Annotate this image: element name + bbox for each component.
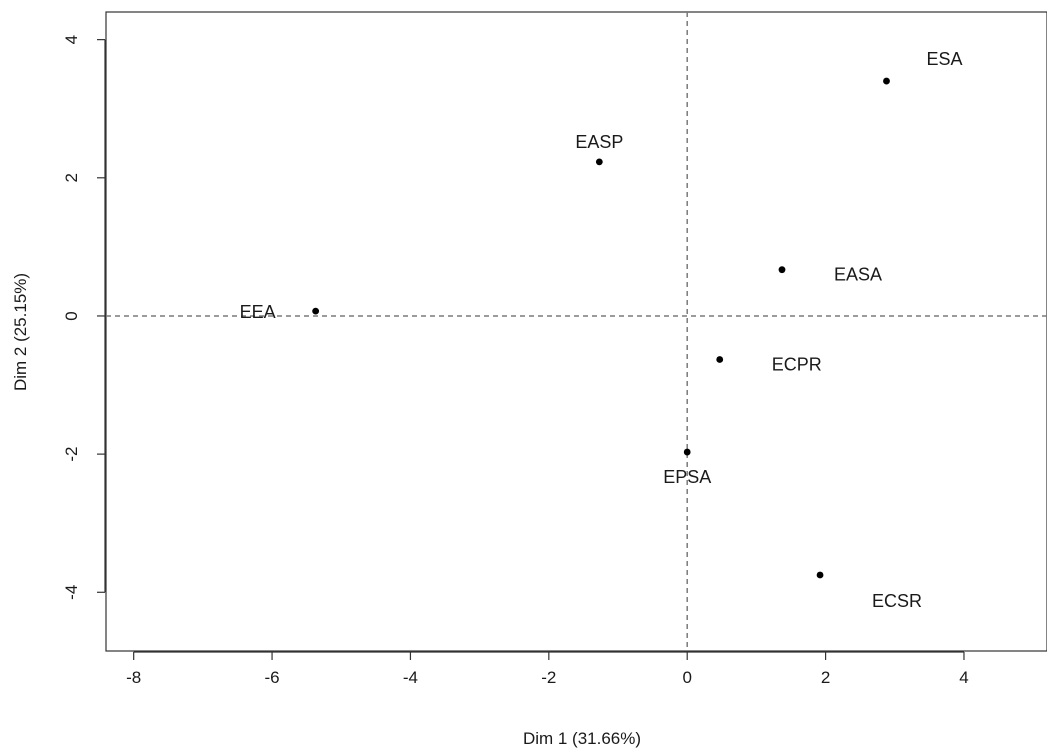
x-tick-label: 0 [682,668,691,687]
point-label-epsa: EPSA [663,467,711,487]
point-eea [312,307,320,315]
x-axis: -8 -6 -4 -2 0 2 4 [126,651,969,687]
x-tick-label: -4 [403,668,418,687]
y-tick-label: -2 [62,447,81,462]
point-easa [778,266,786,274]
plot-frame [105,11,1047,652]
point-label-esa: ESA [926,49,962,69]
y-axis: -4 -2 0 2 4 [62,35,106,600]
x-tick-label: 2 [821,668,830,687]
point-label-eea: EEA [240,302,276,322]
point-label-easp: EASP [575,132,623,152]
point-easp [595,158,603,166]
x-tick-label: 4 [959,668,968,687]
x-tick-label: -6 [264,668,279,687]
point-epsa [683,448,691,456]
reference-lines [106,12,1047,651]
x-axis-title: Dim 1 (31.66%) [523,729,641,748]
x-tick-label: -8 [126,668,141,687]
data-points: ESA EASP EASA EEA ECPR EPSA ECSR [240,49,963,611]
y-tick-label: 4 [62,35,81,44]
point-label-ecsr: ECSR [872,591,922,611]
point-esa [883,77,890,85]
y-tick-label: -4 [62,585,81,600]
point-label-ecpr: ECPR [772,354,822,374]
point-ecpr [716,356,724,363]
x-tick-label: -2 [541,668,556,687]
y-axis-title: Dim 2 (25.15%) [11,273,30,391]
y-tick-label: 2 [62,173,81,182]
y-tick-label: 0 [62,311,81,320]
point-ecsr [816,571,824,579]
point-label-easa: EASA [834,265,882,285]
